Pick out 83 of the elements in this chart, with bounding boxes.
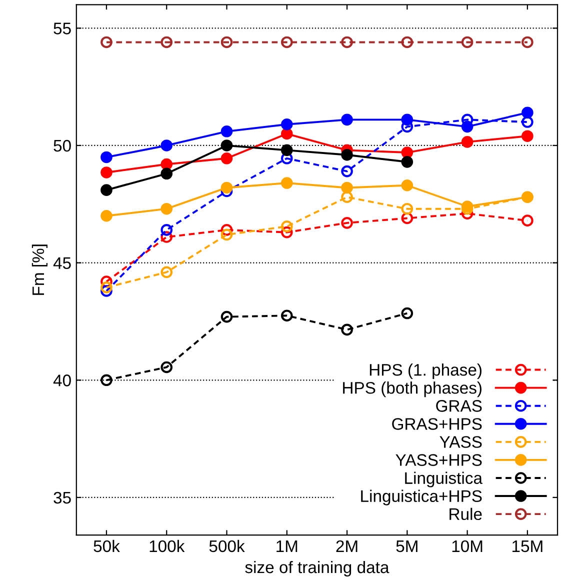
y-tick-label: 50 (54, 140, 71, 152)
y-tick-label: 55 (54, 22, 71, 34)
legend-label: YASS+HPS (396, 454, 482, 466)
x-tick-label: 10M (452, 540, 482, 552)
point (280, 220, 293, 232)
y-tick-label: 35 (54, 492, 71, 504)
point (401, 212, 414, 224)
point (401, 179, 414, 192)
point (280, 118, 293, 130)
point (522, 116, 534, 128)
point (100, 282, 112, 294)
point (280, 310, 293, 322)
point (160, 266, 173, 278)
point (220, 152, 233, 164)
point (220, 140, 233, 152)
point (280, 144, 293, 156)
point (220, 228, 233, 241)
point (100, 285, 112, 297)
point (220, 224, 233, 236)
point (160, 231, 173, 243)
point (341, 165, 353, 178)
point (280, 128, 293, 140)
x-tick-label: 50k (94, 540, 120, 552)
point (160, 224, 173, 236)
x-axis-title: size of training data (245, 560, 390, 577)
point (341, 217, 353, 229)
point (522, 106, 534, 119)
point (220, 36, 233, 48)
point (461, 36, 474, 48)
point (341, 191, 353, 204)
legend-label: Linguistica+HPS (361, 490, 482, 506)
point (220, 310, 233, 323)
point (100, 210, 112, 222)
point (522, 214, 534, 226)
x-tick-label: 2M (336, 540, 358, 552)
point (160, 158, 173, 170)
y-tick-label: 40 (53, 374, 71, 386)
point (461, 136, 474, 148)
legend-label: Rule (450, 508, 482, 520)
legend-label: HPS (both phases) (343, 382, 482, 398)
point (401, 114, 414, 126)
point (461, 120, 474, 133)
point (160, 202, 173, 215)
point (341, 36, 353, 48)
legend-label: GRAS+HPS (392, 418, 482, 430)
x-tick-label: 500k (209, 540, 245, 552)
point (401, 202, 414, 215)
point (401, 156, 414, 168)
legend-label: YASS (440, 436, 482, 448)
point (522, 130, 534, 142)
point (160, 36, 173, 48)
point (100, 151, 112, 164)
point (100, 36, 112, 48)
point (401, 146, 414, 158)
point (341, 148, 353, 161)
point (401, 307, 414, 320)
point (461, 200, 474, 212)
point (401, 36, 414, 48)
point (100, 184, 112, 196)
point (280, 226, 293, 238)
y-tick-label: 45 (53, 257, 71, 270)
point (160, 140, 173, 152)
legend-label: HPS (1. phase) (370, 364, 482, 380)
point (160, 168, 173, 180)
point (341, 182, 353, 194)
point (220, 182, 233, 194)
point (341, 114, 353, 126)
x-tick-label: 100k (150, 540, 185, 552)
point (280, 36, 293, 48)
point (100, 166, 112, 178)
point (280, 177, 293, 189)
legend-label: Linguistica (405, 472, 483, 488)
point (220, 126, 233, 138)
point (100, 276, 112, 288)
point (100, 374, 112, 386)
point (341, 324, 353, 336)
legend-label: GRAS (436, 400, 482, 412)
point (160, 361, 173, 374)
point (522, 36, 534, 48)
x-tick-label: 5M (396, 540, 418, 552)
x-tick-label: 1M (276, 540, 298, 552)
x-tick-label: 15M (512, 540, 542, 552)
y-axis-title: Fm [%] (32, 244, 48, 295)
